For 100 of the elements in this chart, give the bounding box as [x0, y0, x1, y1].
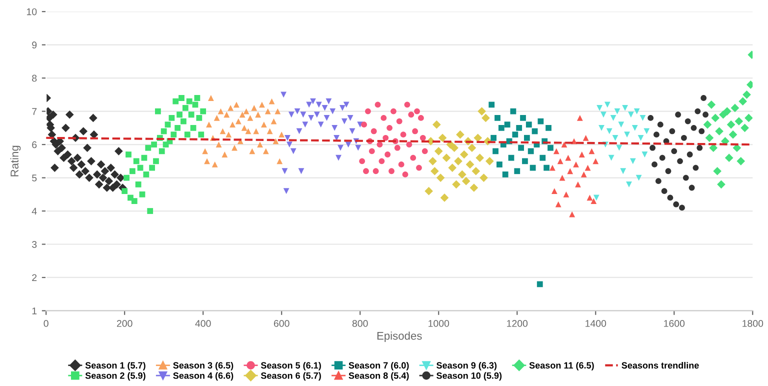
- point: [341, 118, 348, 124]
- point: [370, 128, 377, 134]
- point: [512, 132, 518, 138]
- point: [347, 115, 354, 121]
- point: [216, 142, 222, 148]
- point: [131, 198, 138, 204]
- point: [586, 194, 593, 201]
- point: [48, 110, 58, 119]
- point: [450, 144, 458, 152]
- point: [388, 168, 394, 174]
- point: [726, 120, 736, 129]
- legend-label: Season 1 (5.7): [85, 362, 146, 370]
- point: [314, 112, 320, 118]
- point: [184, 132, 190, 138]
- point: [669, 128, 676, 134]
- legend-label: Season 9 (6.3): [436, 362, 497, 370]
- point: [600, 112, 606, 118]
- point: [355, 144, 362, 151]
- point: [141, 154, 148, 161]
- point: [686, 152, 693, 158]
- point: [478, 107, 486, 116]
- legend-label: Season 10 (5.9): [436, 372, 502, 381]
- point: [492, 148, 498, 154]
- point: [361, 122, 367, 128]
- point: [178, 95, 184, 101]
- point: [412, 128, 418, 134]
- point: [684, 118, 691, 124]
- point: [143, 172, 150, 178]
- point: [618, 122, 624, 128]
- point: [598, 124, 604, 131]
- point: [308, 115, 314, 121]
- point: [414, 108, 420, 114]
- point: [703, 120, 712, 129]
- point: [696, 144, 703, 151]
- y-tick-label: 9: [32, 42, 37, 48]
- point: [202, 148, 208, 154]
- point: [494, 115, 500, 121]
- y-tick-label: 5: [32, 174, 37, 182]
- point: [573, 162, 579, 168]
- point: [544, 164, 550, 171]
- point: [671, 148, 678, 154]
- point: [284, 134, 290, 141]
- point: [264, 108, 271, 114]
- point: [398, 162, 404, 168]
- point: [688, 184, 695, 191]
- point: [734, 117, 744, 126]
- point: [528, 148, 534, 154]
- point: [98, 174, 108, 182]
- x-axis-title: Episodes: [377, 332, 422, 342]
- point: [147, 208, 154, 214]
- point: [418, 115, 424, 121]
- point: [104, 176, 114, 186]
- point: [520, 115, 526, 121]
- point: [510, 108, 516, 114]
- point: [262, 148, 269, 154]
- x-tick-label: 600: [274, 320, 290, 327]
- point: [255, 112, 261, 118]
- point: [504, 122, 510, 128]
- y-tick-label: 2: [32, 274, 37, 282]
- point: [208, 95, 214, 101]
- point: [436, 174, 445, 182]
- point: [62, 124, 70, 132]
- point: [282, 168, 288, 174]
- point: [555, 201, 562, 208]
- point: [96, 160, 106, 169]
- point: [588, 148, 595, 154]
- x-tick-label: 1000: [428, 320, 450, 327]
- point: [410, 154, 416, 161]
- point: [665, 168, 672, 174]
- point: [133, 158, 140, 164]
- point: [456, 130, 464, 139]
- y-tick-label: 6: [32, 141, 37, 148]
- point: [682, 174, 689, 181]
- point: [679, 204, 685, 211]
- point: [257, 142, 263, 148]
- point: [158, 148, 165, 154]
- point: [280, 92, 287, 98]
- point: [67, 156, 76, 166]
- point: [245, 128, 252, 134]
- point: [251, 105, 258, 111]
- point: [232, 144, 238, 151]
- x-tick-label: 200: [116, 320, 132, 327]
- point: [149, 164, 156, 171]
- point: [630, 158, 636, 164]
- point: [551, 188, 558, 194]
- point: [482, 114, 490, 122]
- point: [212, 162, 218, 168]
- point: [593, 194, 600, 201]
- point: [380, 115, 387, 121]
- point: [322, 105, 328, 111]
- point: [438, 134, 447, 142]
- point: [452, 180, 460, 189]
- point: [744, 114, 753, 122]
- point: [384, 152, 391, 158]
- point: [129, 168, 136, 174]
- point: [530, 164, 536, 171]
- point: [638, 134, 644, 141]
- point: [462, 176, 470, 186]
- point: [460, 150, 468, 159]
- point: [690, 124, 697, 131]
